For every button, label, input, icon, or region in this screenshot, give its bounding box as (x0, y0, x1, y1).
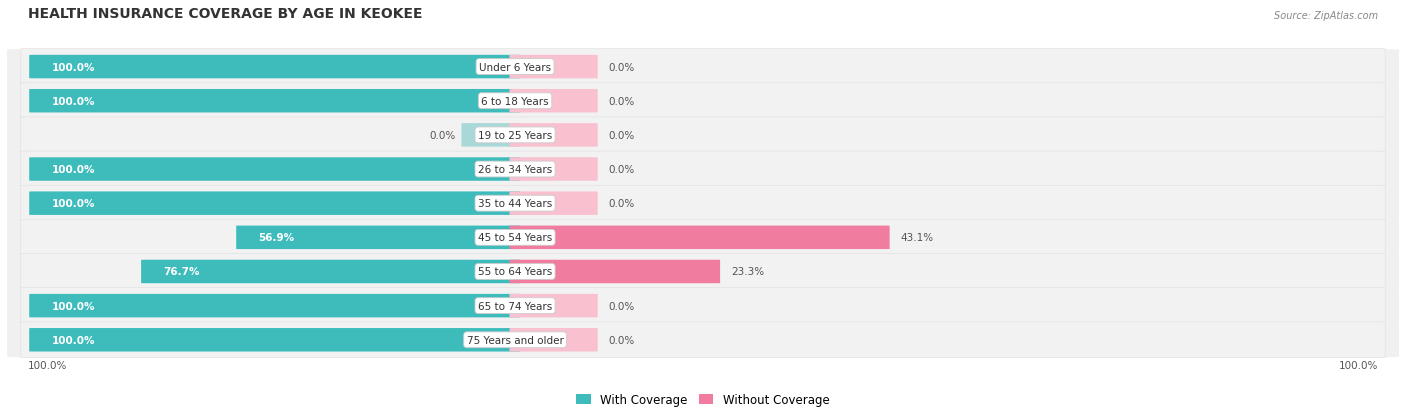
FancyBboxPatch shape (7, 221, 1399, 255)
FancyBboxPatch shape (7, 84, 1399, 119)
Text: 100.0%: 100.0% (52, 165, 96, 175)
Text: 43.1%: 43.1% (901, 233, 934, 243)
Text: HEALTH INSURANCE COVERAGE BY AGE IN KEOKEE: HEALTH INSURANCE COVERAGE BY AGE IN KEOK… (28, 7, 422, 21)
FancyBboxPatch shape (30, 328, 520, 352)
FancyBboxPatch shape (21, 118, 1385, 154)
Text: 0.0%: 0.0% (609, 97, 636, 107)
Text: 100.0%: 100.0% (52, 62, 96, 72)
FancyBboxPatch shape (461, 124, 520, 147)
Text: 100.0%: 100.0% (28, 361, 67, 370)
Text: Under 6 Years: Under 6 Years (479, 62, 551, 72)
Text: Source: ZipAtlas.com: Source: ZipAtlas.com (1274, 12, 1378, 21)
Text: 55 to 64 Years: 55 to 64 Years (478, 267, 553, 277)
Text: 23.3%: 23.3% (731, 267, 765, 277)
FancyBboxPatch shape (21, 220, 1385, 256)
FancyBboxPatch shape (236, 226, 520, 249)
Text: 100.0%: 100.0% (52, 199, 96, 209)
Text: 6 to 18 Years: 6 to 18 Years (481, 97, 548, 107)
FancyBboxPatch shape (30, 56, 520, 79)
FancyBboxPatch shape (21, 50, 1385, 85)
Text: 100.0%: 100.0% (52, 97, 96, 107)
Text: 0.0%: 0.0% (609, 62, 636, 72)
FancyBboxPatch shape (21, 322, 1385, 358)
Text: 0.0%: 0.0% (609, 199, 636, 209)
Text: 0.0%: 0.0% (609, 131, 636, 140)
Text: 35 to 44 Years: 35 to 44 Years (478, 199, 553, 209)
Text: 19 to 25 Years: 19 to 25 Years (478, 131, 553, 140)
FancyBboxPatch shape (509, 226, 890, 249)
Text: 45 to 54 Years: 45 to 54 Years (478, 233, 553, 243)
Text: 65 to 74 Years: 65 to 74 Years (478, 301, 553, 311)
FancyBboxPatch shape (7, 50, 1399, 85)
FancyBboxPatch shape (509, 56, 598, 79)
Text: 26 to 34 Years: 26 to 34 Years (478, 165, 553, 175)
FancyBboxPatch shape (7, 152, 1399, 187)
FancyBboxPatch shape (7, 289, 1399, 323)
FancyBboxPatch shape (509, 328, 598, 352)
FancyBboxPatch shape (509, 260, 720, 284)
Text: 0.0%: 0.0% (609, 335, 636, 345)
FancyBboxPatch shape (7, 186, 1399, 221)
Text: 100.0%: 100.0% (52, 301, 96, 311)
FancyBboxPatch shape (509, 158, 598, 181)
FancyBboxPatch shape (30, 158, 520, 181)
FancyBboxPatch shape (141, 260, 520, 284)
FancyBboxPatch shape (21, 152, 1385, 188)
Text: 0.0%: 0.0% (609, 301, 636, 311)
FancyBboxPatch shape (21, 83, 1385, 119)
Text: 56.9%: 56.9% (259, 233, 295, 243)
FancyBboxPatch shape (30, 90, 520, 113)
FancyBboxPatch shape (7, 323, 1399, 357)
FancyBboxPatch shape (7, 118, 1399, 153)
FancyBboxPatch shape (30, 192, 520, 216)
FancyBboxPatch shape (30, 294, 520, 318)
FancyBboxPatch shape (7, 254, 1399, 289)
Text: 0.0%: 0.0% (609, 165, 636, 175)
FancyBboxPatch shape (21, 254, 1385, 290)
FancyBboxPatch shape (509, 192, 598, 216)
Text: 100.0%: 100.0% (1339, 361, 1378, 370)
FancyBboxPatch shape (509, 294, 598, 318)
Text: 100.0%: 100.0% (52, 335, 96, 345)
Text: 75 Years and older: 75 Years and older (467, 335, 564, 345)
Text: 76.7%: 76.7% (163, 267, 200, 277)
FancyBboxPatch shape (509, 90, 598, 113)
Text: 0.0%: 0.0% (430, 131, 456, 140)
FancyBboxPatch shape (509, 124, 598, 147)
FancyBboxPatch shape (21, 186, 1385, 221)
FancyBboxPatch shape (21, 288, 1385, 324)
Legend: With Coverage, Without Coverage: With Coverage, Without Coverage (572, 388, 834, 411)
